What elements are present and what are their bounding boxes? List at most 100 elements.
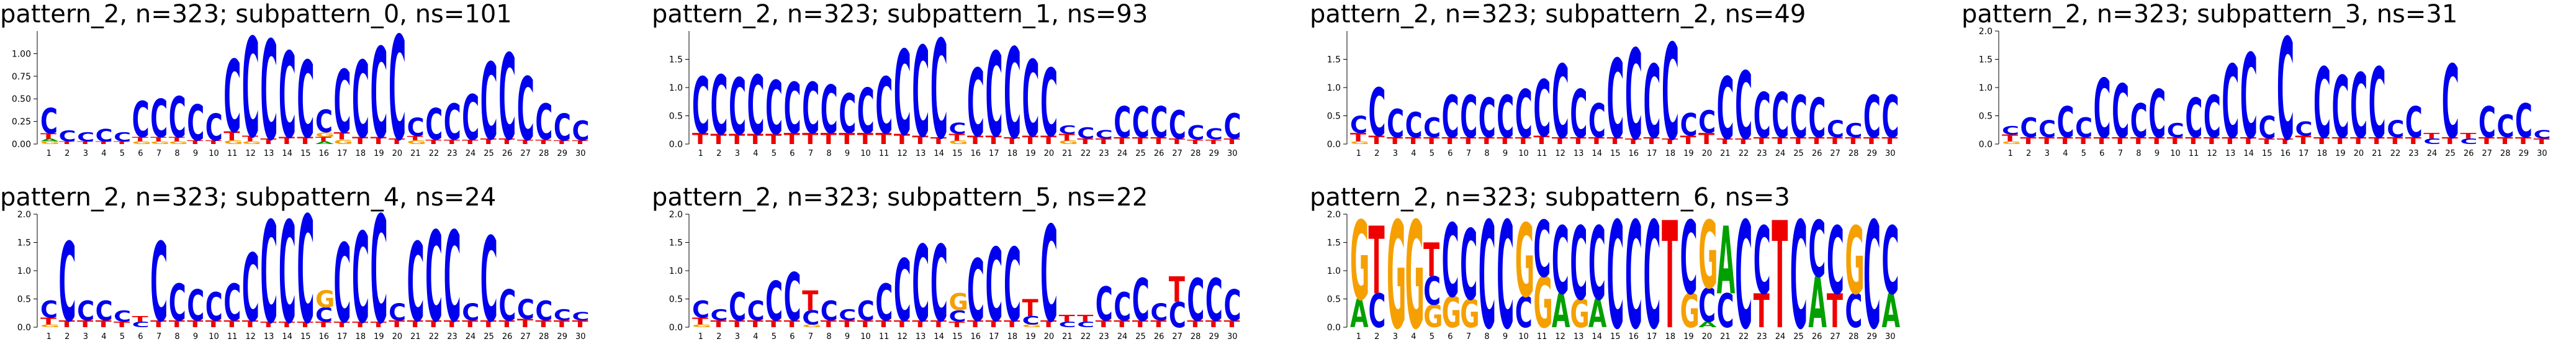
x-tick-label: 25	[1135, 332, 1146, 341]
logo-letter-T: T	[1187, 319, 1203, 330]
x-tick-label: 7	[156, 149, 161, 158]
x-tick-label: 15	[2262, 149, 2272, 158]
logo-letter-C: C	[1369, 285, 1386, 339]
x-tick-label: 8	[2136, 149, 2141, 158]
x-tick-label: 3	[2045, 149, 2050, 158]
x-tick-label: 21	[410, 332, 421, 341]
logo-letter-C: C	[1827, 207, 1844, 315]
logo-letter-C: C	[1096, 278, 1113, 332]
x-tick-label: 4	[1411, 149, 1416, 158]
x-tick-label: 23	[447, 332, 457, 341]
logo-letter-G: G	[1350, 199, 1369, 325]
x-tick-label: 10	[1518, 149, 1529, 158]
x-tick-label: 4	[753, 332, 758, 341]
logo-letter-C: C	[894, 26, 911, 161]
logo-letter-C: C	[114, 307, 131, 325]
logo-letter-T: T	[187, 319, 203, 330]
logo-letter-T: T	[96, 141, 112, 145]
x-tick-label: 8	[1484, 332, 1489, 341]
logo-letter-T: T	[480, 137, 497, 146]
logo-letter-C: C	[517, 294, 534, 325]
x-tick-label: 7	[2118, 149, 2123, 158]
logo-letter-C: C	[1369, 75, 1386, 151]
logo-letter-G: G	[1460, 292, 1479, 337]
logo-letter-C: C	[444, 94, 461, 151]
logo-letter-T: T	[1132, 319, 1148, 330]
x-tick-label: 12	[1555, 332, 1565, 341]
y-tick-label: 1.5	[1327, 238, 1341, 248]
logo-letter-T: T	[1698, 130, 1714, 148]
x-tick-label: 27	[1830, 149, 1840, 158]
logo-letter-C: C	[711, 59, 728, 153]
logo-letter-C: C	[894, 242, 911, 340]
logo-letter-T: T	[912, 319, 928, 330]
logo-letter-T: T	[1644, 135, 1660, 147]
logo-letter-T: T	[948, 320, 965, 329]
x-tick-label: 23	[1099, 332, 1109, 341]
x-tick-label: 23	[1757, 149, 1767, 158]
x-tick-label: 25	[484, 332, 494, 341]
logo-letter-T: T	[2369, 135, 2385, 147]
logo-letter-G: G	[1022, 324, 1042, 328]
logo-letter-C: C	[1698, 105, 1716, 140]
logo-letter-T: T	[572, 319, 588, 330]
logo-panel-0: pattern_2, n=323; subpattern_0, ns=101 0…	[0, 0, 621, 174]
x-tick-label: 9	[193, 149, 198, 158]
y-tick-label: 1.0	[17, 266, 31, 276]
x-tick-label: 15	[300, 332, 311, 341]
logo-letter-C: C	[334, 221, 351, 347]
x-tick-label: 22	[1081, 149, 1091, 158]
logo-letter-C: C	[334, 53, 351, 153]
logo-letter-T: T	[444, 319, 460, 330]
logo-letter-C: C	[2112, 69, 2129, 155]
logo-letter-T: T	[1827, 135, 1843, 147]
logo-letter-C: C	[912, 224, 929, 345]
logo-letter-T: T	[352, 320, 369, 329]
logo-letter-C: C	[150, 220, 168, 346]
x-tick-label: 5	[1430, 149, 1434, 158]
logo-letter-C: C	[1754, 80, 1771, 152]
logo-letter-T: T	[2442, 135, 2458, 147]
logo-letter-T: T	[407, 135, 423, 142]
logo-letter-C: C	[1680, 200, 1698, 317]
x-tick-label: 3	[1393, 149, 1398, 158]
logo-letter-T: T	[930, 135, 947, 147]
logo-letter-C: C	[2515, 95, 2533, 149]
logo-letter-C: C	[2148, 76, 2166, 153]
x-tick-label: 20	[1044, 149, 1055, 158]
logo-letter-T: T	[498, 137, 515, 146]
x-tick-label: 25	[1135, 149, 1146, 158]
logo-letter-T: T	[2350, 135, 2366, 147]
y-tick-label: 2.0	[17, 210, 31, 220]
logo-letter-C: C	[77, 296, 94, 327]
x-tick-label: 13	[264, 332, 274, 341]
logo-letter-C: C	[839, 306, 856, 324]
x-tick-label: 28	[1191, 149, 1201, 158]
logo-letter-T: T	[747, 319, 763, 330]
logo-letter-T: T	[2423, 132, 2440, 140]
logo-letter-C: C	[2002, 124, 2019, 138]
logo-letter-C: C	[1205, 125, 1223, 143]
logo-letter-T: T	[389, 319, 405, 330]
logo-panel-5: pattern_2, n=323; subpattern_5, ns=22 0.…	[652, 183, 1272, 357]
x-tick-label: 21	[1720, 332, 1731, 341]
y-tick-label: 0.0	[1327, 140, 1341, 150]
x-tick-label: 5	[772, 149, 777, 158]
logo-letter-C: C	[1808, 204, 1826, 295]
logo-letter-G: G	[2002, 141, 2021, 145]
x-tick-label: 7	[1466, 332, 1471, 341]
logo-letter-C: C	[132, 91, 150, 148]
logo-letter-T: T	[1205, 138, 1222, 146]
x-tick-label: 22	[1081, 332, 1091, 341]
x-tick-label: 28	[539, 149, 549, 158]
x-tick-label: 5	[120, 332, 125, 341]
logo-letter-G: G	[40, 324, 60, 328]
logo-letter-C: C	[1772, 80, 1789, 152]
logo-letter-C: C	[1040, 50, 1058, 158]
sequence-logo-chart: 0.00.51.01.52.01 2 3 4 5 6 7 8 9 10 11 12 13 14 15 16 17…	[1979, 9, 2551, 171]
logo-letter-C: C	[1863, 192, 1881, 357]
x-tick-label: 30	[575, 332, 586, 341]
y-tick-label: 0.5	[1327, 112, 1341, 122]
logo-letter-T: T	[169, 135, 185, 143]
x-tick-label: 28	[539, 332, 549, 341]
